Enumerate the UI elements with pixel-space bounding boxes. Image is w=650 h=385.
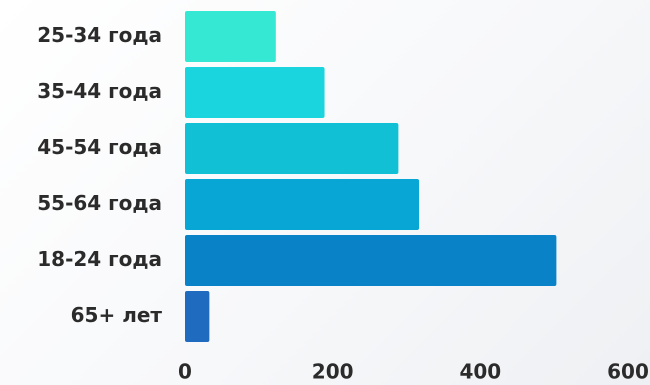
x-tick-label: 200	[312, 360, 354, 384]
bar-55-64-года	[185, 179, 420, 230]
category-label: 35-44 года	[37, 79, 162, 103]
category-label: 25-34 года	[37, 23, 162, 47]
bar-45-54-года	[185, 123, 399, 174]
x-tick-label: 400	[459, 360, 501, 384]
x-tick-label: 0	[178, 360, 192, 384]
bar-35-44-года	[185, 67, 325, 118]
category-label: 45-54 года	[37, 135, 162, 159]
bar-65-лет	[185, 291, 210, 342]
category-label: 65+ лет	[71, 303, 163, 327]
bar-18-24-года	[185, 235, 557, 286]
category-label: 55-64 года	[37, 191, 162, 215]
category-label: 18-24 года	[37, 247, 162, 271]
bar-25-34-года	[185, 11, 276, 62]
x-tick-label: 600	[607, 360, 649, 384]
